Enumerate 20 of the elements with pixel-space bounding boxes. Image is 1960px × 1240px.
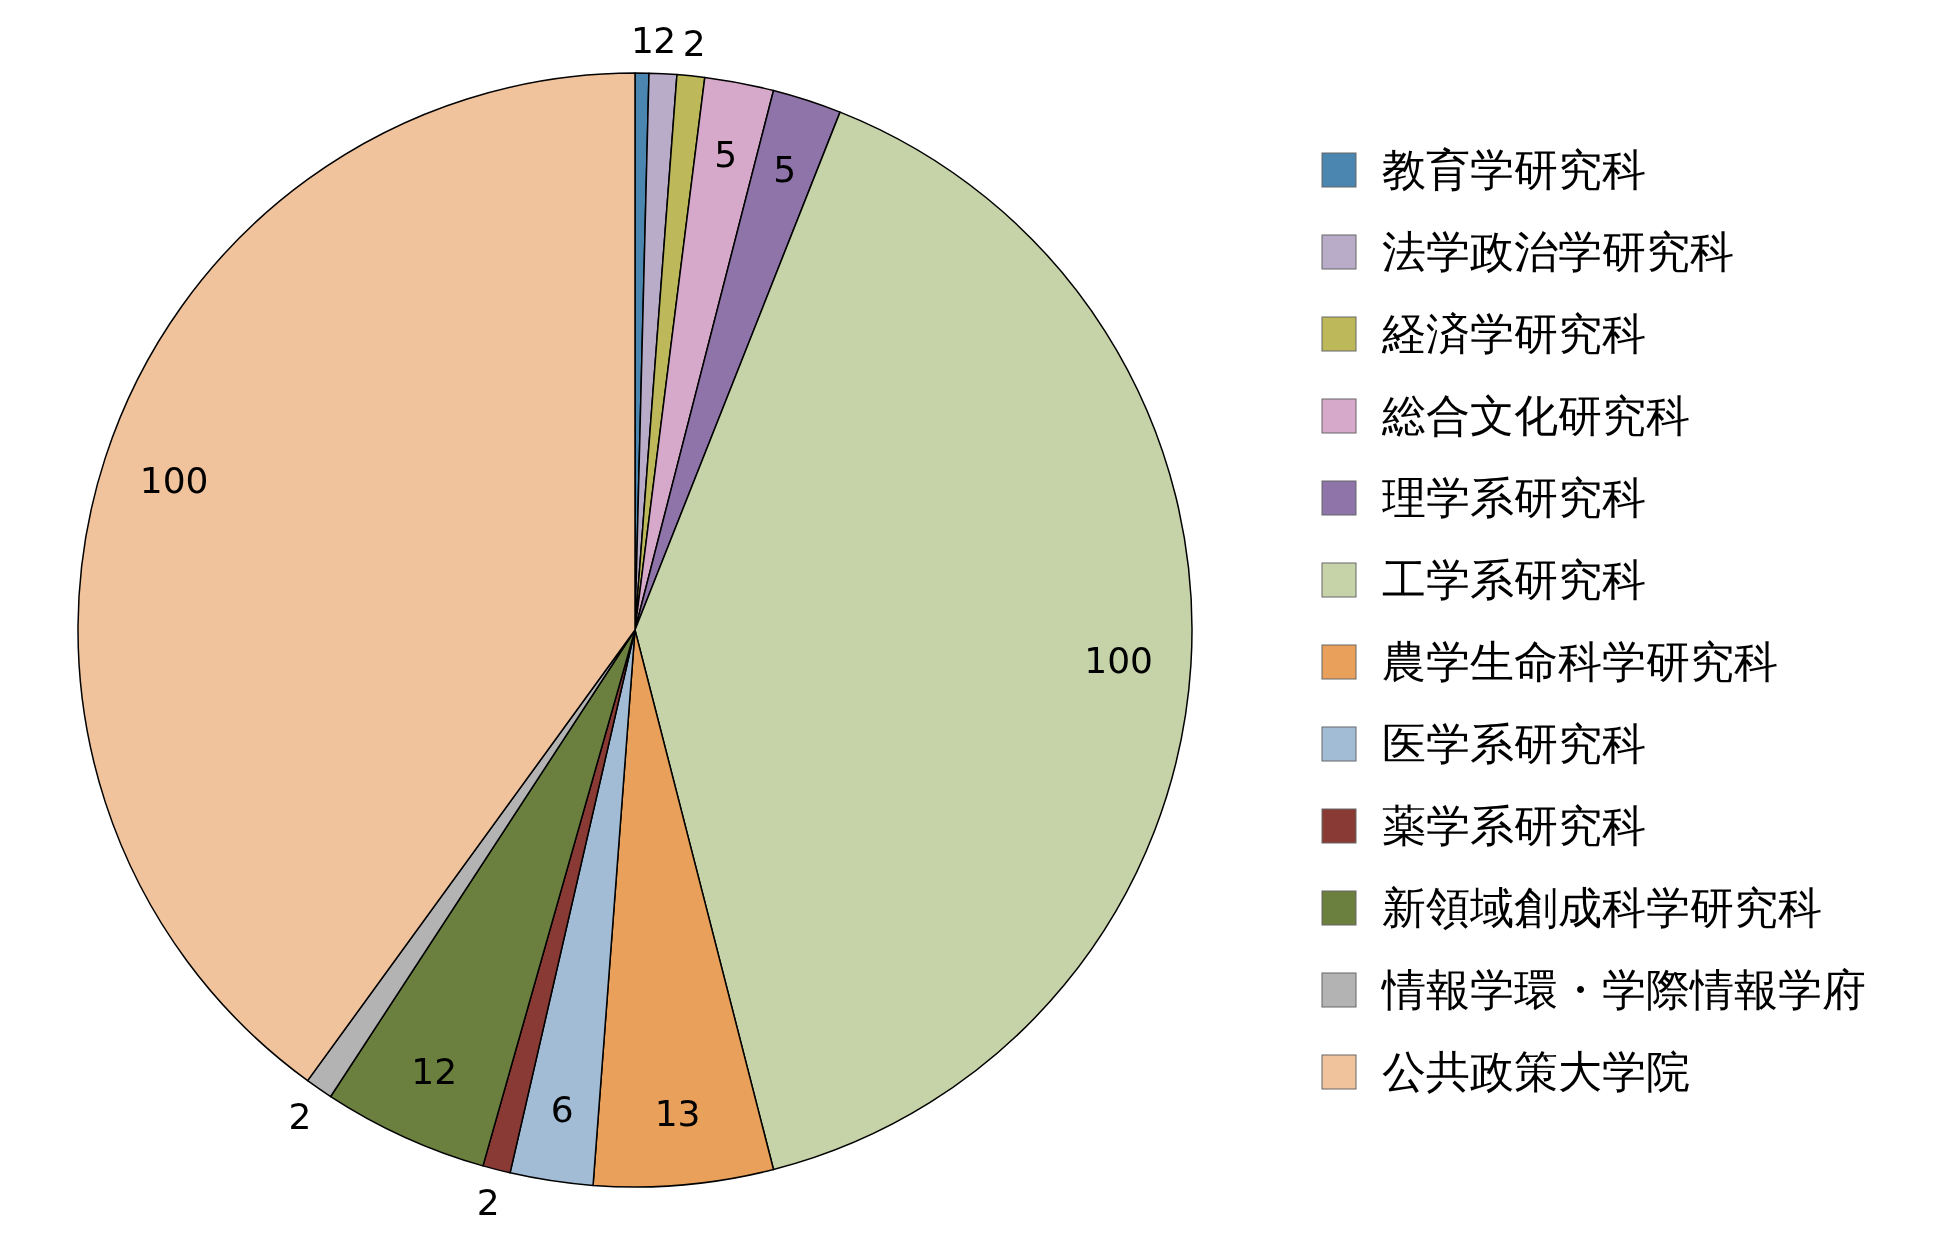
data-label: 13 <box>654 1092 701 1134</box>
data-label: 1 <box>630 19 654 61</box>
legend-label: 医学系研究科 <box>1382 718 1646 769</box>
data-label: 2 <box>288 1096 312 1138</box>
data-label: 2 <box>653 20 677 62</box>
data-label: 100 <box>1084 640 1153 682</box>
data-label: 100 <box>139 460 209 502</box>
data-label: 12 <box>411 1051 458 1093</box>
legend-label: 薬学系研究科 <box>1382 800 1646 851</box>
legend-label: 理学系研究科 <box>1382 472 1646 523</box>
data-label: 6 <box>550 1089 574 1131</box>
data-label: 5 <box>773 149 797 191</box>
legend-label: 公共政策大学院 <box>1382 1046 1690 1097</box>
legend-label: 経済学研究科 <box>1381 308 1646 359</box>
legend-label: 工学系研究科 <box>1382 554 1646 605</box>
data-label: 2 <box>682 22 706 64</box>
data-label: 5 <box>714 133 738 175</box>
legend-label: 教育学研究科 <box>1382 144 1646 195</box>
legend-label: 総合文化研究科 <box>1381 390 1690 441</box>
data-label: 2 <box>476 1181 500 1223</box>
